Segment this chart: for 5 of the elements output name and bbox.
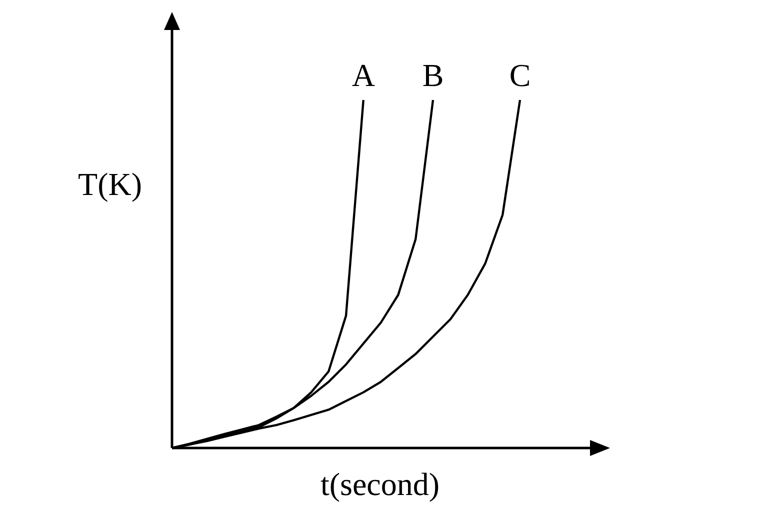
y-axis-title: T(K) [78, 166, 142, 202]
series-label: B [422, 57, 444, 93]
series-label: C [509, 57, 531, 93]
x-axis-title: t(second) [320, 466, 440, 502]
series-label: A [352, 57, 375, 93]
